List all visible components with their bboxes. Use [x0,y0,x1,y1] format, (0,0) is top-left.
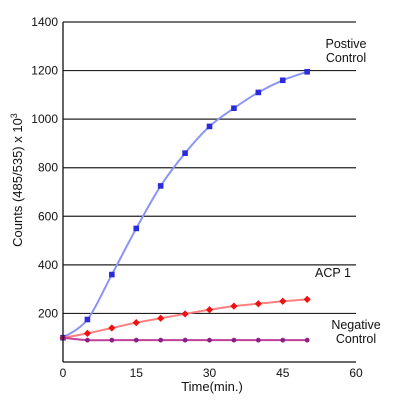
x-tick-label: 0 [60,366,67,380]
series-negative-control [60,335,310,343]
x-axis-title: Time(min.) [181,379,243,394]
series-line [62,298,308,339]
data-point [207,337,212,343]
y-tick-label: 1200 [31,64,58,78]
data-point [182,150,188,156]
y-tick-label: 200 [38,306,58,320]
data-point [84,316,91,323]
y-axis-title-exponent: 3 [9,113,19,118]
series-layer [59,68,311,343]
y-tick-label: 1000 [31,112,58,126]
data-point [279,297,287,305]
y-tick-label: 600 [38,209,58,223]
x-tick-label: 60 [349,366,363,380]
data-point [231,337,237,343]
data-point [157,314,165,322]
gridlines [63,21,356,315]
data-point [158,337,164,343]
series-postive-control [60,68,310,341]
series-line [62,70,308,339]
data-point [133,225,140,232]
data-point [108,324,116,332]
series-acp-1 [59,295,311,342]
series-label-acp-1: ACP 1 [315,266,351,280]
data-point [231,105,237,112]
data-point [83,329,92,337]
y-axis-title-main: Counts (485/535) x 10 [10,118,25,247]
y-tick-label: 1400 [31,15,58,29]
data-point [132,319,140,327]
data-point [254,300,262,308]
x-tick-label: 15 [130,366,144,380]
x-tick-label: 30 [203,366,217,380]
series-label-negative-control: Negative Control [331,318,380,346]
data-point [255,89,262,96]
data-point [280,337,286,343]
data-point [206,123,213,130]
data-point [304,68,310,75]
data-point [205,306,214,314]
data-point [255,337,261,343]
data-point [109,337,115,343]
data-point [182,337,188,343]
y-tick-label: 800 [38,161,58,175]
data-point [85,337,90,343]
data-point [181,310,189,318]
data-point [279,77,286,84]
data-point [303,295,311,303]
y-axis-title: Counts (485/535) x 103 [9,113,25,247]
series-labels: Postive Control ACP 1 Negative Control [315,37,381,346]
y-tick-label: 400 [38,258,58,272]
data-point [133,337,139,343]
data-point [230,302,238,310]
data-point [304,337,310,343]
tick-labels: 200 400 600 800 1000 1200 1400 0 15 30 45 60 [31,15,363,380]
data-point [109,271,115,278]
axes [62,22,356,363]
data-point [157,183,164,189]
series-label-postive-control: Postive Control [326,37,367,65]
x-tick-label: 45 [276,366,290,380]
